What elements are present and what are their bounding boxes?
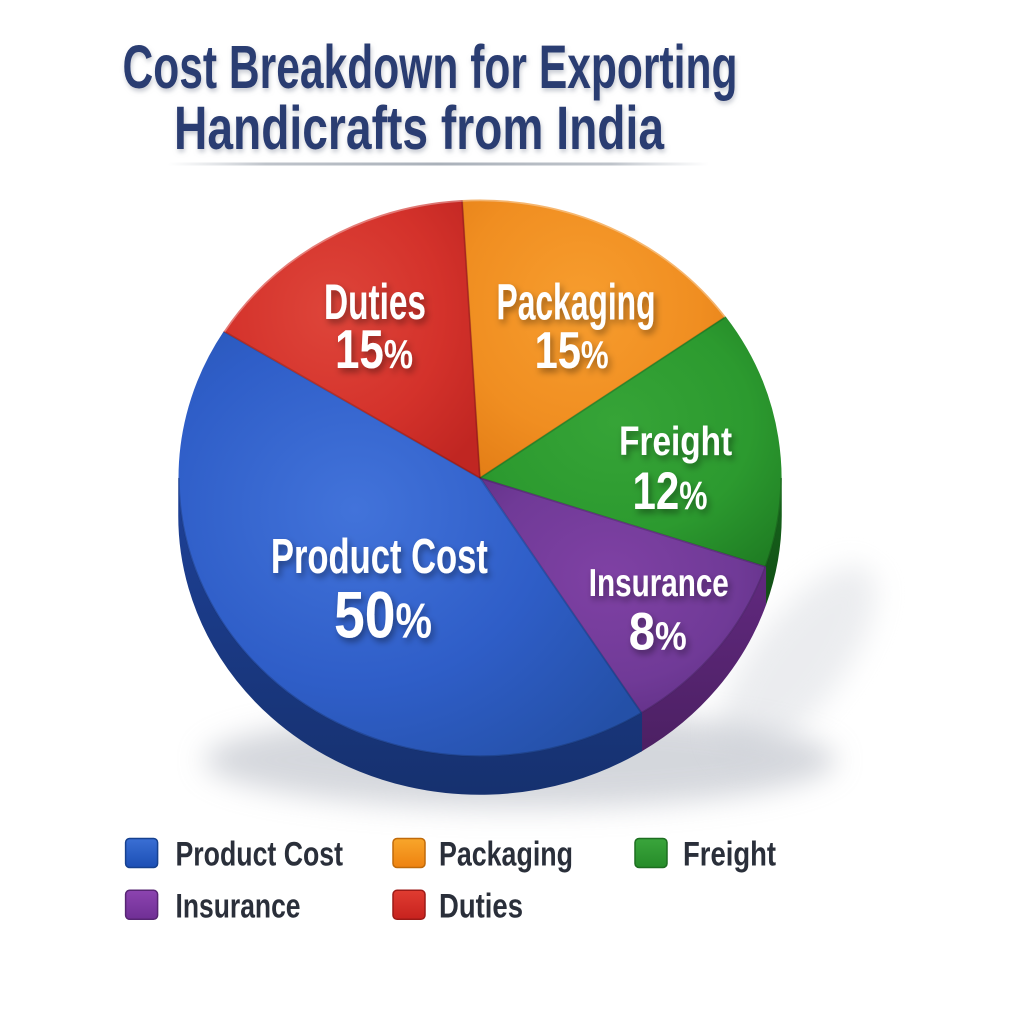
svg-text:Cost Breakdown for Exporting: Cost Breakdown for Exporting: [123, 33, 738, 101]
svg-text:Duties: Duties: [439, 888, 523, 926]
svg-text:Insurance: Insurance: [176, 888, 301, 926]
svg-text:Packaging: Packaging: [439, 836, 573, 874]
svg-text:Freight: Freight: [683, 836, 776, 874]
svg-text:Duties: Duties: [324, 274, 426, 330]
svg-text:Freight: Freight: [619, 418, 732, 464]
svg-text:Packaging: Packaging: [497, 274, 656, 331]
svg-text:Handicrafts from India: Handicrafts from India: [174, 94, 665, 162]
svg-text:Product Cost: Product Cost: [271, 530, 488, 584]
svg-text:Insurance: Insurance: [589, 562, 729, 605]
svg-text:Product Cost: Product Cost: [176, 836, 344, 874]
